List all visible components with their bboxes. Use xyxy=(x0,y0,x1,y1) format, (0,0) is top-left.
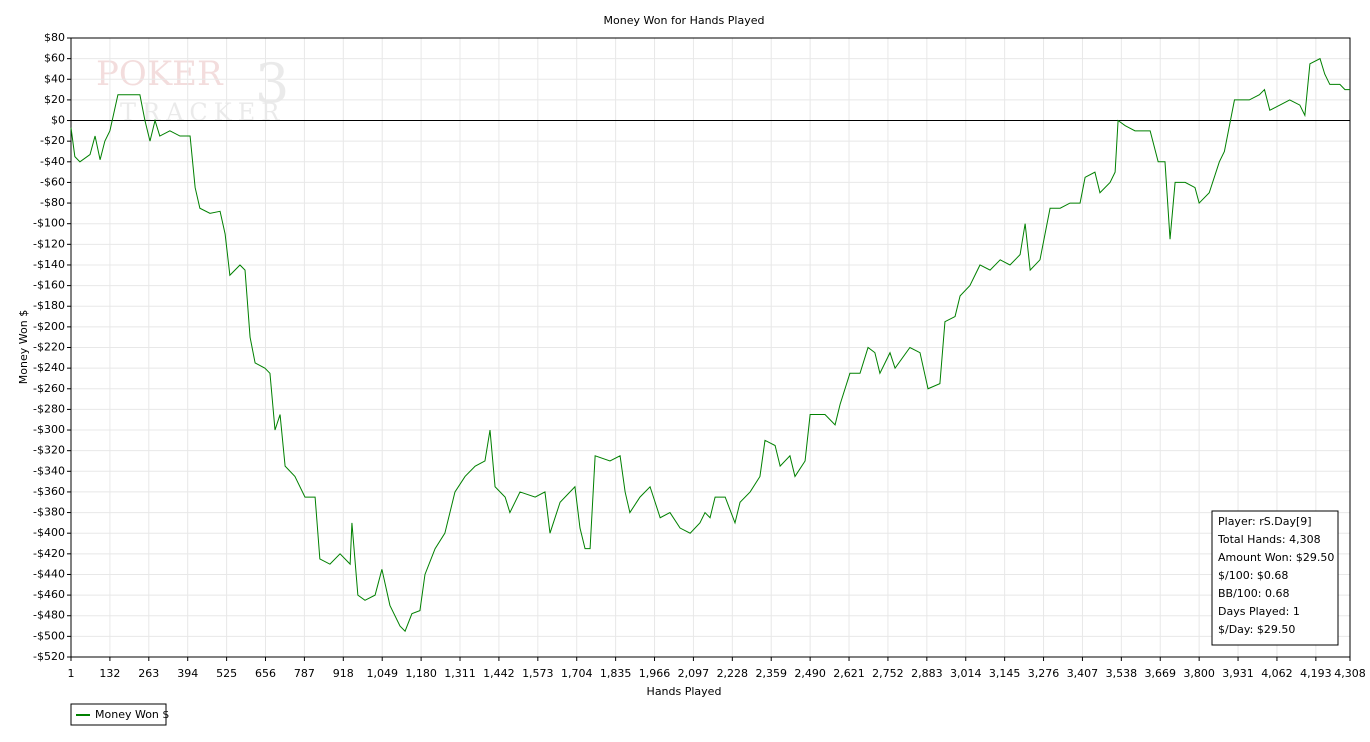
x-tick-label: 2,752 xyxy=(872,667,904,680)
y-tick-label: -$520 xyxy=(33,650,65,663)
y-tick-label: -$480 xyxy=(33,609,65,622)
x-tick-label: 3,407 xyxy=(1067,667,1099,680)
y-tick-label: $0 xyxy=(51,114,65,127)
y-tick-label: -$60 xyxy=(40,175,65,188)
x-tick-label: 4,062 xyxy=(1261,667,1293,680)
x-tick-label: 1,442 xyxy=(483,667,515,680)
y-tick-label: -$120 xyxy=(33,237,65,250)
watermark-text: 3 xyxy=(255,52,289,115)
stats-line: Player: rS.Day[9] xyxy=(1218,515,1312,528)
x-tick-label: 1,835 xyxy=(600,667,632,680)
x-tick-label: 3,276 xyxy=(1028,667,1060,680)
stats-line: $/Day: $29.50 xyxy=(1218,623,1295,636)
y-tick-label: $40 xyxy=(44,72,65,85)
x-tick-label: 3,145 xyxy=(989,667,1021,680)
x-tick-label: 1,573 xyxy=(522,667,554,680)
y-tick-label: -$460 xyxy=(33,588,65,601)
watermark-text: TRACKER xyxy=(120,99,285,127)
x-tick-label: 918 xyxy=(333,667,354,680)
x-tick-label: 1 xyxy=(68,667,75,680)
x-tick-label: 1,311 xyxy=(444,667,476,680)
y-tick-label: $20 xyxy=(44,93,65,106)
stats-box: Player: rS.Day[9] Total Hands: 4,308 Amoun… xyxy=(1211,510,1339,646)
y-tick-label: -$100 xyxy=(33,217,65,230)
y-tick-label: -$340 xyxy=(33,464,65,477)
chart-title: Money Won for Hands Played xyxy=(604,14,765,27)
x-tick-label: 1,049 xyxy=(366,667,398,680)
x-tick-label: 3,538 xyxy=(1106,667,1138,680)
plot-frame xyxy=(70,37,1351,658)
x-tick-label: 3,800 xyxy=(1183,667,1215,680)
y-tick-label: -$300 xyxy=(33,423,65,436)
y-tick-label: -$140 xyxy=(33,258,65,271)
x-tick-label: 1,704 xyxy=(561,667,593,680)
y-tick-label: $60 xyxy=(44,52,65,65)
x-tick-label: 4,193 xyxy=(1300,667,1332,680)
watermark-text: POKER xyxy=(96,54,224,94)
y-tick-label: -$180 xyxy=(33,299,65,312)
x-tick-label: 787 xyxy=(294,667,315,680)
data-line xyxy=(70,57,1350,633)
stats-line: Amount Won: $29.50 xyxy=(1218,551,1334,564)
x-tick-label: 2,883 xyxy=(911,667,943,680)
y-tick-label: -$260 xyxy=(33,382,65,395)
y-tick-label: -$220 xyxy=(33,341,65,354)
x-tick-label: 2,490 xyxy=(794,667,826,680)
y-tick-label: -$400 xyxy=(33,526,65,539)
y-tick-label: -$160 xyxy=(33,279,65,292)
y-tick-label: -$280 xyxy=(33,402,65,415)
legend-frame xyxy=(70,703,167,726)
x-axis-label: Hands Played xyxy=(647,685,722,698)
stats-line: BB/100: 0.68 xyxy=(1218,587,1290,600)
x-tick-label: 4,308 xyxy=(1334,667,1366,680)
x-tick-label: 2,097 xyxy=(678,667,710,680)
x-tick-label: 2,621 xyxy=(833,667,865,680)
x-tick-label: 3,931 xyxy=(1222,667,1254,680)
x-tick-label: 656 xyxy=(255,667,276,680)
x-tick-label: 2,228 xyxy=(717,667,749,680)
y-tick-label: -$240 xyxy=(33,361,65,374)
stats-line: Total Hands: 4,308 xyxy=(1217,533,1321,546)
y-tick-label: -$20 xyxy=(40,134,65,147)
x-tick-label: 1,180 xyxy=(405,667,437,680)
x-tick-label: 3,669 xyxy=(1144,667,1176,680)
x-tick-label: 394 xyxy=(177,667,198,680)
x-tick-label: 525 xyxy=(216,667,237,680)
stats-line: $/100: $0.68 xyxy=(1218,569,1288,582)
stats-frame xyxy=(1211,510,1339,646)
x-tick-label: 263 xyxy=(138,667,159,680)
y-tick-label: $80 xyxy=(44,31,65,44)
stats-line: Days Played: 1 xyxy=(1218,605,1300,618)
x-tick-label: 3,014 xyxy=(950,667,982,680)
watermark: POKER TRACKER 3 xyxy=(96,52,289,127)
y-tick-label: -$440 xyxy=(33,567,65,580)
y-tick-label: -$200 xyxy=(33,320,65,333)
y-tick-label: -$80 xyxy=(40,196,65,209)
y-tick-label: -$500 xyxy=(33,629,65,642)
y-axis-label: Money Won $ xyxy=(17,310,30,384)
legend: Money Won $ xyxy=(70,703,169,726)
y-tick-label: -$320 xyxy=(33,444,65,457)
x-tick-label: 1,966 xyxy=(639,667,671,680)
y-tick-label: -$380 xyxy=(33,506,65,519)
y-tick-label: -$420 xyxy=(33,547,65,560)
legend-label: Money Won $ xyxy=(95,708,169,721)
y-tick-label: -$40 xyxy=(40,155,65,168)
x-tick-label: 132 xyxy=(99,667,120,680)
y-tick-label: -$360 xyxy=(33,485,65,498)
x-tick-label: 2,359 xyxy=(755,667,787,680)
